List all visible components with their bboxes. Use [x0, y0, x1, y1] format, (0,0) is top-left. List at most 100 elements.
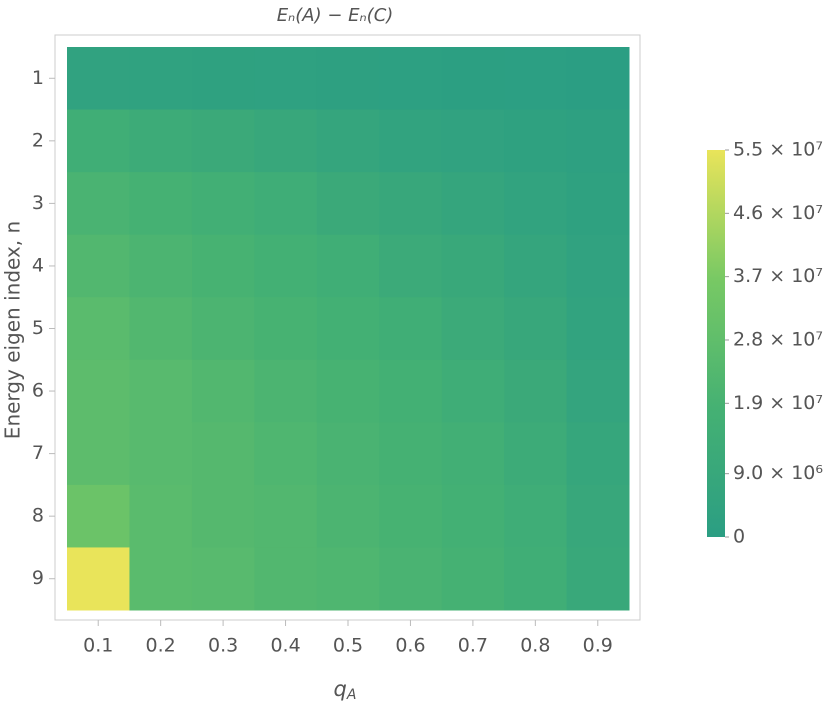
- heat-cell: [504, 547, 568, 611]
- heat-cell: [316, 359, 380, 423]
- y-tick-label: 9: [32, 567, 44, 589]
- heat-cell: [379, 47, 443, 111]
- heat-cell: [191, 297, 255, 361]
- colorbar-tick-label: 9.0 × 10⁶: [733, 462, 823, 484]
- heat-cell: [129, 172, 193, 236]
- heat-cell: [566, 172, 630, 236]
- heat-cell: [67, 422, 130, 486]
- colorbar-tick-label: 0: [733, 526, 745, 548]
- heat-cell: [504, 234, 568, 298]
- x-tick-label: 0.6: [395, 635, 425, 657]
- heat-cell: [379, 297, 443, 361]
- heat-cell: [566, 547, 630, 611]
- heat-cell: [129, 422, 193, 486]
- heat-cell: [441, 172, 505, 236]
- y-tick-label: 3: [32, 192, 44, 214]
- y-tick-label: 4: [32, 254, 44, 276]
- heat-cell: [254, 297, 318, 361]
- heat-cell: [67, 359, 130, 423]
- heat-cell: [67, 484, 130, 548]
- heat-cell: [191, 484, 255, 548]
- heat-cell: [191, 47, 255, 111]
- x-tick-label: 0.4: [270, 635, 300, 657]
- heat-cell: [67, 172, 130, 236]
- heat-cell: [191, 547, 255, 611]
- colorbar-tick-label: 4.6 × 10⁷: [733, 202, 823, 224]
- x-label-sub: A: [346, 687, 357, 703]
- heat-cell: [254, 109, 318, 173]
- y-tick-label: 5: [32, 317, 44, 339]
- heat-cell: [504, 47, 568, 111]
- heat-cell: [191, 234, 255, 298]
- heat-cell: [566, 359, 630, 423]
- heat-cell: [441, 547, 505, 611]
- heat-cell: [504, 109, 568, 173]
- heat-cell: [566, 422, 630, 486]
- heat-cell: [129, 359, 193, 423]
- heat-cell: [191, 422, 255, 486]
- heat-cell: [379, 359, 443, 423]
- heat-cell: [316, 234, 380, 298]
- heat-cell: [379, 172, 443, 236]
- heat-cell: [441, 359, 505, 423]
- heat-cell: [129, 297, 193, 361]
- heat-cell: [316, 47, 380, 111]
- heat-cell: [129, 47, 193, 111]
- heat-cell: [566, 109, 630, 173]
- x-tick-label: 0.1: [83, 635, 113, 657]
- heat-cell: [129, 109, 193, 173]
- heat-cell: [379, 234, 443, 298]
- y-tick-label: 2: [32, 129, 44, 151]
- colorbar: [707, 150, 725, 537]
- heat-cell: [504, 172, 568, 236]
- heat-cell: [504, 484, 568, 548]
- heat-cell: [379, 109, 443, 173]
- heat-cell: [379, 422, 443, 486]
- y-tick-label: 7: [32, 442, 44, 464]
- heat-cell: [67, 109, 130, 173]
- heat-cell: [441, 234, 505, 298]
- colorbar-tick-label: 3.7 × 10⁷: [733, 265, 823, 287]
- heat-cell: [316, 547, 380, 611]
- heat-cell: [191, 172, 255, 236]
- colorbar-tick-label: 1.9 × 10⁷: [733, 392, 823, 414]
- heat-cell: [191, 359, 255, 423]
- heat-cell: [316, 484, 380, 548]
- chart-title: Eₙ(A) − Eₙ(C): [277, 5, 394, 26]
- x-tick-label: 0.5: [333, 635, 363, 657]
- colorbar-tick-label: 2.8 × 10⁷: [733, 328, 823, 350]
- heat-cell: [67, 297, 130, 361]
- x-tick-label: 0.8: [520, 635, 550, 657]
- heat-cell: [441, 47, 505, 111]
- heat-cell: [191, 109, 255, 173]
- heat-cell: [254, 234, 318, 298]
- heat-cell: [566, 234, 630, 298]
- heat-cell: [254, 547, 318, 611]
- heat-cell: [379, 547, 443, 611]
- heat-cell: [254, 484, 318, 548]
- heat-cell: [566, 47, 630, 111]
- heat-cell: [504, 297, 568, 361]
- heat-cell: [254, 359, 318, 423]
- heat-cell: [566, 297, 630, 361]
- heat-cell: [441, 109, 505, 173]
- x-tick-label: 0.2: [146, 635, 176, 657]
- x-tick-label: 0.9: [583, 635, 613, 657]
- heat-cell: [67, 547, 130, 611]
- heat-cell: [379, 484, 443, 548]
- heat-cell: [254, 422, 318, 486]
- colorbar-tick-label: 5.5 × 10⁷: [733, 139, 823, 161]
- heat-cell: [254, 47, 318, 111]
- heat-cell: [129, 547, 193, 611]
- heat-cell: [316, 109, 380, 173]
- heat-cell: [67, 234, 130, 298]
- heat-cell: [316, 297, 380, 361]
- heat-cell: [129, 484, 193, 548]
- y-tick-label: 1: [32, 67, 44, 89]
- heat-cell: [316, 172, 380, 236]
- heat-cell: [441, 422, 505, 486]
- heat-cell: [504, 359, 568, 423]
- y-tick-label: 8: [32, 505, 44, 527]
- y-axis-label: Energy eigen index, n: [1, 221, 25, 439]
